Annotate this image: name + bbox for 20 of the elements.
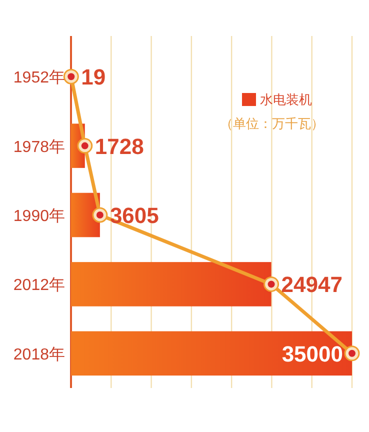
data-label: 19 bbox=[81, 64, 106, 90]
y-tick-label: 2018年 bbox=[13, 346, 65, 364]
data-label: 24947 bbox=[281, 272, 342, 298]
point bbox=[344, 346, 360, 362]
legend-label: 水电装机 bbox=[260, 92, 312, 107]
data-label: 35000 bbox=[282, 341, 343, 366]
y-tick-label: 1952年 bbox=[13, 70, 65, 87]
legend: 水电装机 （单位：万千瓦） bbox=[220, 92, 324, 131]
point bbox=[77, 138, 93, 154]
y-tick-label: 1990年 bbox=[13, 208, 65, 225]
y-tick-label: 2012年 bbox=[13, 277, 65, 294]
bar bbox=[71, 262, 272, 306]
y-tick-label: 1978年 bbox=[13, 138, 65, 156]
point bbox=[264, 276, 280, 292]
point bbox=[92, 207, 108, 223]
data-label: 3605 bbox=[110, 203, 159, 228]
data-label: 1728 bbox=[94, 134, 144, 159]
point bbox=[63, 68, 79, 84]
bar bbox=[71, 331, 352, 376]
legend-title: （单位：万千瓦） bbox=[220, 116, 324, 131]
